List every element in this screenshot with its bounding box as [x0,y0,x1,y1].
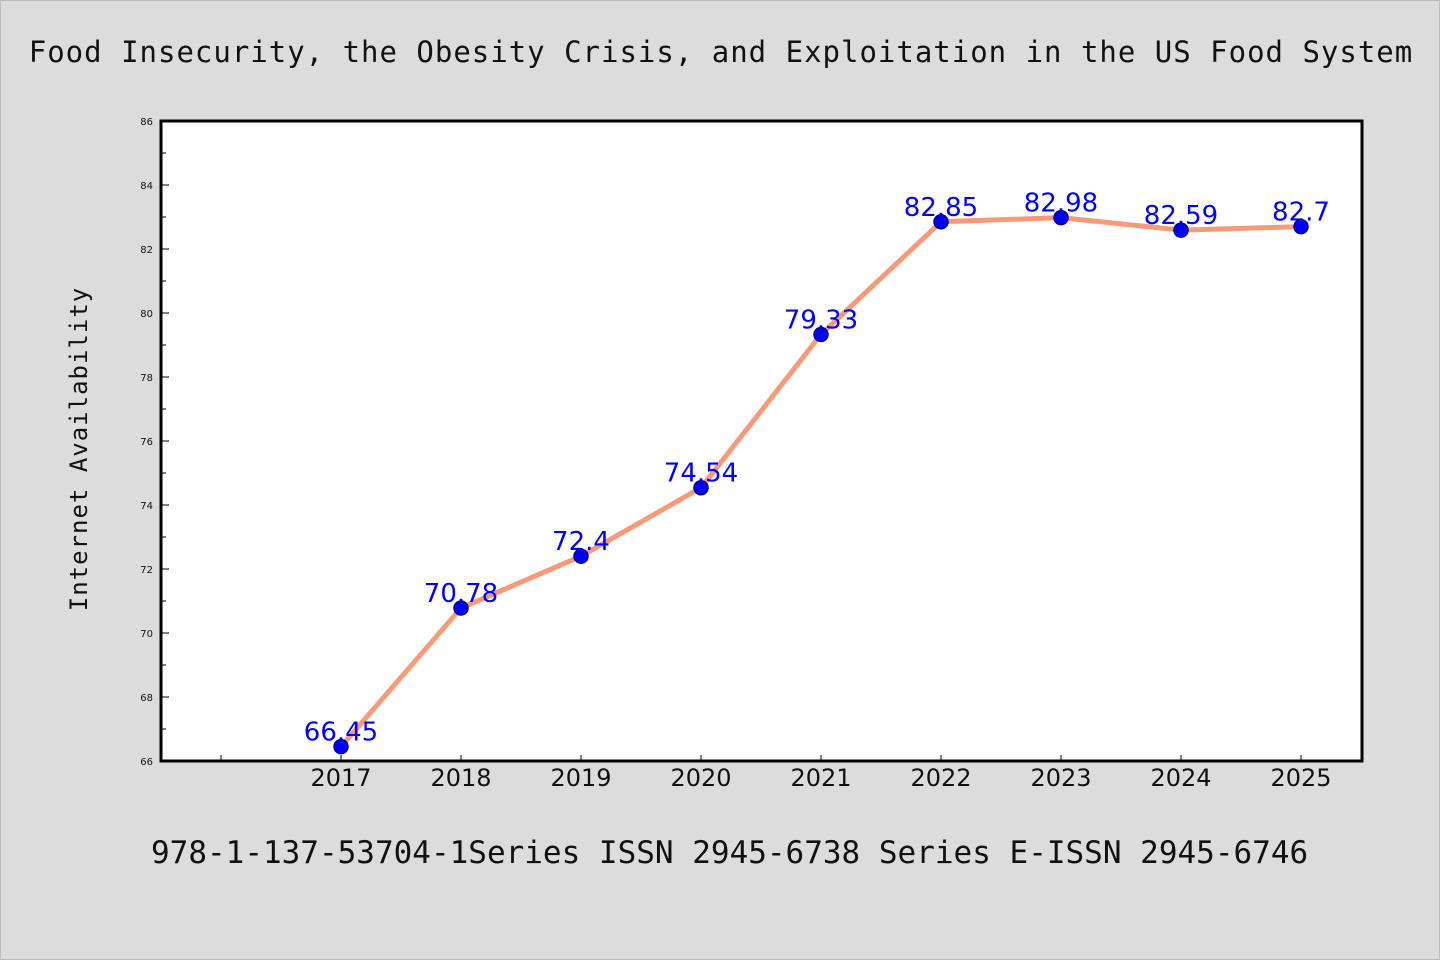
data-point [333,738,349,755]
y-tick-label: 68 [140,693,153,704]
x-tick-label: 2018 [430,764,491,792]
y-tick-label: 72 [140,565,153,576]
data-point [573,548,589,564]
data-label: 66.45 [304,718,378,748]
data-label: 82.7 [1272,198,1330,228]
data-point [813,326,829,343]
y-tick-label: 76 [140,437,153,448]
y-axis: 66 68 70 72 74 76 78 80 82 84 86 [140,117,169,768]
chart-title: Food Insecurity, the Obesity Crisis, and… [28,35,1414,69]
data-label: 82.98 [1024,189,1098,219]
data-labels: 66.45 70.78 72.4 74.54 79.33 82.85 82.98 82.59 8… [304,189,1330,748]
x-tick-label: 2021 [790,764,851,792]
data-label: 82.59 [1144,201,1218,231]
x-tick-label: 2019 [550,764,611,792]
x-tick-label: 2017 [310,764,371,792]
data-label: 72.4 [552,527,610,557]
data-point [1053,209,1069,226]
data-point [1293,218,1309,235]
y-axis-label: Internet Availability [65,287,93,611]
data-label: 74.54 [664,459,738,489]
y-tick-label: 84 [140,181,153,192]
footer-isbn-text: 978-1-137-53704-1Series ISSN 2945-6738 S… [151,835,1309,871]
x-tick-label: 2022 [910,764,971,792]
y-tick-label: 86 [140,117,153,128]
y-tick-label: 74 [140,501,153,512]
x-tick-label: 2020 [670,764,731,792]
y-tick-label: 70 [140,629,153,640]
data-point [453,600,469,616]
data-point [933,214,949,230]
data-points [333,209,1309,755]
plot-border [159,119,1364,763]
data-label: 70.78 [424,579,498,609]
y-tick-label: 80 [140,309,153,320]
y-tick-label: 78 [140,373,153,384]
data-label: 82.85 [904,193,978,223]
data-label: 79.33 [784,305,858,335]
x-axis: 2017 2018 2019 2020 2021 2022 2023 2024 2025 [220,755,1332,792]
y-tick-label: 82 [140,245,153,256]
x-tick-label: 2024 [1150,764,1211,792]
x-tick-label: 2025 [1270,764,1331,792]
data-point [1173,222,1189,238]
x-tick-label: 2023 [1030,764,1091,792]
y-tick-label: 66 [140,757,153,768]
data-point [693,479,709,496]
